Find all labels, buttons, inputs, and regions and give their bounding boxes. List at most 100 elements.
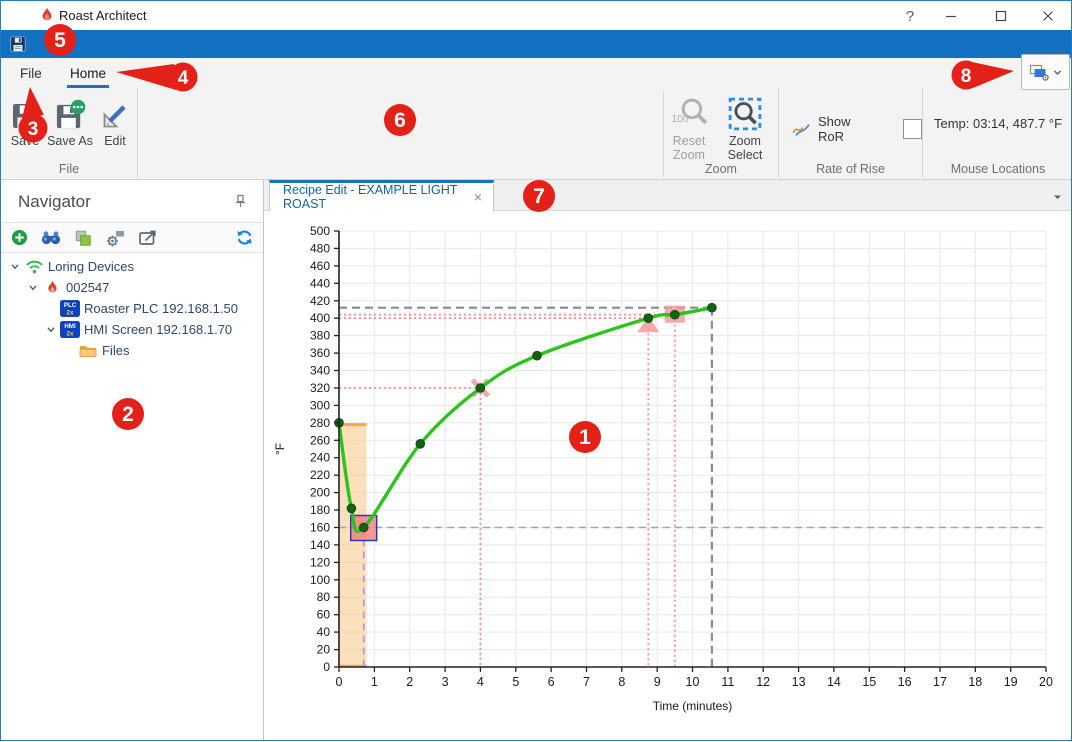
x-tick-label: 7 <box>583 675 590 689</box>
ribbon-tab-home[interactable]: Home <box>67 64 109 88</box>
save-as-button[interactable]: Save As <box>47 91 93 148</box>
wifi-icon <box>23 259 45 274</box>
add-icon[interactable] <box>11 229 28 246</box>
x-tick-label: 18 <box>968 675 982 689</box>
edit-icon <box>100 91 130 131</box>
tab-overflow-dropdown-icon[interactable] <box>1052 188 1063 206</box>
profile-point[interactable] <box>670 310 679 319</box>
app-flame-icon <box>41 7 53 29</box>
tree-item-label: Loring Devices <box>48 259 134 274</box>
ribbon-group-rate-of-rise: Show RoR Rate of Rise <box>779 88 923 178</box>
ribbon-tab-file[interactable]: File <box>17 64 45 83</box>
y-tick-label: 360 <box>310 346 330 360</box>
copy-icon[interactable] <box>74 229 92 247</box>
recipe-edit-tab-title: Recipe Edit - EXAMPLE LIGHT ROAST <box>283 183 471 211</box>
view-options-button[interactable] <box>1021 54 1070 90</box>
x-tick-label: 4 <box>477 675 484 689</box>
y-tick-label: 40 <box>317 625 331 639</box>
profile-point[interactable] <box>359 523 368 532</box>
x-tick-label: 1 <box>371 675 378 689</box>
help-button[interactable]: ? <box>895 4 925 28</box>
navigator-toolbar <box>1 222 263 253</box>
minimize-button[interactable] <box>936 4 966 28</box>
y-tick-label: 480 <box>310 241 330 255</box>
x-axis-title: Time (minutes) <box>653 699 733 713</box>
svg-text:HMI: HMI <box>64 323 76 330</box>
y-tick-label: 260 <box>310 433 330 447</box>
profile-points <box>335 303 717 532</box>
svg-text:2x: 2x <box>67 310 74 317</box>
x-tick-label: 6 <box>548 675 555 689</box>
zoom-select-icon <box>728 91 762 131</box>
y-tick-label: 180 <box>310 503 330 517</box>
maximize-button[interactable] <box>986 4 1016 28</box>
refresh-icon[interactable] <box>236 229 253 246</box>
y-tick-label: 200 <box>310 486 330 500</box>
zoom-select-button[interactable]: Zoom Select <box>712 91 778 163</box>
save-icon <box>10 91 40 131</box>
svg-text:PLC: PLC <box>64 302 77 309</box>
x-tick-label: 17 <box>933 675 947 689</box>
profile-point[interactable] <box>416 439 425 448</box>
x-tick-label: 5 <box>512 675 519 689</box>
flame-icon <box>41 280 63 296</box>
recipe-profile-chart[interactable]: 0204060801001201401601802002202402602803… <box>264 211 1072 742</box>
maximize-icon <box>995 10 1007 22</box>
pin-icon[interactable] <box>234 194 247 213</box>
plc-icon: PLC2x <box>59 300 81 317</box>
ribbon: File Home Save Save As Edit File 100 <box>1 58 1071 180</box>
x-tick-label: 11 <box>721 675 734 689</box>
save-icon <box>9 35 27 53</box>
y-tick-label: 380 <box>310 329 330 343</box>
find-icon[interactable] <box>41 230 61 246</box>
y-tick-label: 320 <box>310 381 330 395</box>
reset-zoom-icon: 100 <box>670 91 708 131</box>
y-tick-label: 240 <box>310 451 330 465</box>
hmi-icon: HMI2x <box>59 321 81 338</box>
y-tick-label: 80 <box>317 590 331 604</box>
tab-close-icon[interactable]: × <box>471 189 485 205</box>
process-icon[interactable] <box>105 229 125 247</box>
profile-point[interactable] <box>644 314 653 323</box>
tree-item-roaster-plc-192-168-1-50[interactable]: PLC2xRoaster PLC 192.168.1.50 <box>1 298 263 319</box>
y-tick-label: 160 <box>310 521 330 535</box>
tree-item-hmi-screen-192-168-1-70[interactable]: HMI2xHMI Screen 192.168.1.70 <box>1 319 263 340</box>
save-button[interactable]: Save <box>3 91 47 148</box>
x-tick-label: 13 <box>792 675 806 689</box>
reset-zoom-button[interactable]: 100 Reset Zoom <box>666 91 712 163</box>
gridlines <box>339 231 1046 667</box>
show-ror-checkbox[interactable] <box>903 119 922 139</box>
window-title: Roast Architect <box>59 8 146 23</box>
y-tick-label: 140 <box>310 538 330 552</box>
ribbon-group-zoom: 100 Reset Zoom Zoom Select Zoom <box>664 88 779 178</box>
window-view-icon <box>1029 63 1050 81</box>
profile-point[interactable] <box>708 303 717 312</box>
x-tick-label: 8 <box>618 675 625 689</box>
tree-item-files[interactable]: Files <box>1 340 263 361</box>
close-button[interactable] <box>1033 4 1063 28</box>
edit-button[interactable]: Edit <box>93 91 137 148</box>
navigator-title: Navigator <box>18 192 91 212</box>
y-tick-label: 0 <box>323 660 330 674</box>
x-tick-label: 0 <box>336 675 343 689</box>
profile-point[interactable] <box>533 351 542 360</box>
quick-save-button[interactable] <box>9 35 27 58</box>
recipe-edit-tab[interactable]: Recipe Edit - EXAMPLE LIGHT ROAST × <box>269 180 494 211</box>
tree-item-002547[interactable]: 002547 <box>1 277 263 298</box>
tree-item-label: Files <box>102 343 129 358</box>
expander-chevron-icon[interactable] <box>7 261 23 273</box>
roast-profile-curve[interactable] <box>339 308 712 532</box>
y-tick-label: 460 <box>310 259 330 273</box>
x-tick-label: 19 <box>1004 675 1018 689</box>
expander-chevron-icon[interactable] <box>43 324 59 336</box>
tree-item-loring-devices[interactable]: Loring Devices <box>1 256 263 277</box>
ribbon-group-mouse-locations: Temp: 03:14, 487.7 °F Mouse Locations <box>923 88 1072 178</box>
profile-point[interactable] <box>476 384 485 393</box>
export-icon[interactable] <box>138 229 159 246</box>
ribbon-group-file: Save Save As Edit File <box>1 88 138 178</box>
x-tick-label: 20 <box>1039 675 1053 689</box>
navigator-tree: Loring Devices 002547PLC2xRoaster PLC 192… <box>1 256 263 361</box>
profile-point[interactable] <box>347 504 356 513</box>
expander-chevron-icon[interactable] <box>25 282 41 294</box>
minimize-icon <box>945 10 957 22</box>
